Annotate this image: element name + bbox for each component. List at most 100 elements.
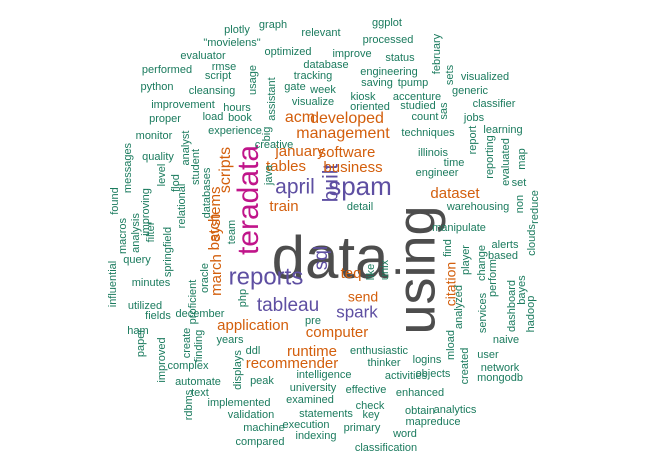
cloud-word: evaluator	[180, 50, 226, 62]
cloud-word: messages	[122, 142, 134, 193]
cloud-word: sas	[438, 102, 450, 120]
cloud-word: using	[386, 205, 446, 334]
cloud-word: non	[514, 195, 526, 213]
cloud-word: software	[319, 144, 376, 161]
cloud-word: database	[303, 59, 348, 71]
cloud-word: reduce	[529, 190, 541, 224]
cloud-word: relational	[176, 184, 188, 229]
cloud-word: accenture	[393, 91, 441, 103]
cloud-word: network	[481, 362, 520, 374]
cloud-word: obtain	[405, 405, 435, 417]
cloud-word: create	[181, 328, 193, 359]
cloud-word: techniques	[401, 127, 455, 139]
cloud-word: level	[156, 164, 168, 187]
cloud-word: spam	[328, 171, 392, 201]
cloud-word: unix	[379, 259, 391, 280]
cloud-word: studied	[400, 100, 435, 112]
cloud-word: examined	[286, 394, 334, 406]
cloud-word: validation	[228, 409, 274, 421]
cloud-word: paper	[135, 329, 147, 357]
cloud-word: compared	[236, 436, 285, 448]
cloud-word: saving	[361, 77, 393, 89]
cloud-word: spark	[336, 302, 378, 321]
cloud-word: december	[176, 308, 225, 320]
cloud-word: relevant	[301, 27, 340, 39]
cloud-word: manipulate	[432, 222, 486, 234]
cloud-word: graph	[259, 19, 287, 31]
cloud-word: player	[460, 245, 472, 275]
cloud-word: teq	[341, 265, 362, 282]
cloud-word: oracle	[199, 263, 211, 293]
cloud-word: creative	[255, 139, 294, 151]
cloud-word: ham	[127, 325, 148, 337]
cloud-word: improvement	[151, 99, 215, 111]
cloud-word: indexing	[296, 430, 337, 442]
cloud-word: application	[217, 317, 289, 334]
cloud-word: sets	[444, 64, 456, 85]
cloud-word: key	[362, 409, 380, 421]
cloud-word: tableau	[257, 295, 319, 316]
cloud-word: citation	[443, 262, 459, 306]
cloud-word: complex	[168, 360, 209, 372]
cloud-word: intelligence	[296, 369, 351, 381]
cloud-word: peak	[250, 375, 274, 387]
cloud-word: mload	[445, 330, 457, 360]
cloud-word: script	[205, 70, 231, 82]
cloud-word: query	[123, 254, 151, 266]
cloud-word: databases	[201, 167, 213, 218]
cloud-word: map	[516, 148, 528, 169]
cloud-word: plotly	[224, 24, 250, 36]
cloud-word: send	[348, 289, 378, 305]
cloud-word: generic	[452, 85, 489, 97]
cloud-word: automate	[175, 376, 221, 388]
cloud-word: flod	[170, 174, 182, 192]
cloud-word: "movielens"	[203, 37, 260, 49]
cloud-word: experience	[208, 125, 262, 137]
cloud-word: developed	[310, 110, 384, 127]
cloud-word: time	[444, 157, 465, 169]
cloud-word: services	[477, 292, 489, 333]
cloud-word: engineer	[416, 167, 459, 179]
cloud-word: rmse	[212, 61, 236, 73]
cloud-word: objects	[416, 368, 451, 380]
cloud-word: dataset	[430, 185, 480, 202]
cloud-word: execution	[282, 419, 329, 431]
cloud-word: analysis	[130, 213, 142, 253]
cloud-word: warehousing	[446, 201, 509, 213]
cloud-word: ggplot	[372, 17, 402, 29]
cloud-word: finding	[193, 330, 205, 362]
cloud-word: proficient	[187, 280, 199, 325]
cloud-word: activities	[385, 370, 428, 382]
cloud-word: clouds	[526, 224, 538, 256]
cloud-word: kiosk	[350, 91, 376, 103]
cloud-word: displays	[232, 350, 244, 390]
cloud-word: user	[477, 349, 499, 361]
cloud-word: tables	[266, 158, 306, 175]
cloud-word: computer	[306, 324, 369, 341]
cloud-word: word	[392, 428, 417, 440]
cloud-word: visualized	[461, 71, 509, 83]
cloud-word: tpump	[398, 77, 429, 89]
cloud-word: detail	[347, 201, 373, 213]
cloud-word: found	[109, 187, 121, 215]
cloud-word: macros	[117, 217, 129, 254]
cloud-word: performed	[142, 64, 192, 76]
cloud-word: week	[309, 84, 336, 96]
cloud-word: engineering	[360, 66, 418, 78]
cloud-word: recommender	[246, 355, 339, 372]
cloud-word: machine	[243, 422, 285, 434]
cloud-word: python	[140, 81, 173, 93]
cloud-word: train	[269, 198, 298, 215]
cloud-word: usage	[247, 65, 259, 95]
cloud-word: january	[274, 143, 325, 160]
cloud-word: hadoop	[525, 296, 537, 333]
cloud-word: dashboard	[506, 280, 518, 332]
cloud-word: report	[467, 126, 479, 155]
cloud-word: mongodb	[477, 372, 523, 384]
cloud-word: alerts	[492, 239, 519, 251]
cloud-word: logins	[413, 354, 442, 366]
cloud-word: minutes	[132, 277, 171, 289]
cloud-word: thinker	[367, 357, 400, 369]
cloud-word: count	[412, 111, 439, 123]
